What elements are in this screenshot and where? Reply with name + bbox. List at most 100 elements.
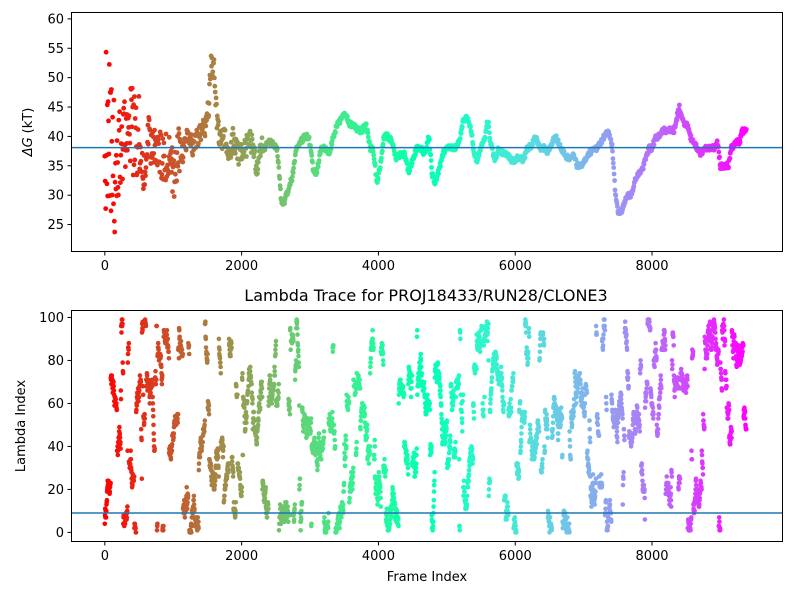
lambda-x-tick-label: 0 [101, 549, 109, 564]
lambda-point [642, 495, 647, 501]
delta-g-point [159, 161, 165, 166]
lambda-point [203, 345, 209, 350]
lambda-point [118, 439, 123, 445]
lambda-point [318, 452, 323, 458]
delta-g-point [671, 130, 677, 135]
lambda-point [140, 328, 145, 333]
lambda-point [353, 450, 359, 456]
lambda-point [251, 418, 257, 423]
lambda-point [718, 360, 723, 365]
lambda-point [265, 502, 271, 507]
lambda-point [680, 373, 685, 378]
lambda-point [248, 364, 253, 370]
delta-g-point [198, 137, 204, 143]
lambda-point [161, 523, 166, 529]
delta-g-point [134, 170, 140, 176]
lambda-point [471, 409, 477, 415]
lambda-point [191, 497, 196, 503]
lambda-point [535, 418, 541, 423]
lambda-point [287, 411, 293, 417]
lambda-point [153, 368, 158, 374]
lambda-point [263, 485, 269, 490]
lambda-point [471, 403, 476, 408]
lambda-point [165, 336, 171, 342]
delta-g-point [241, 149, 247, 155]
lambda-point [592, 502, 597, 507]
lambda-point [343, 437, 349, 443]
delta-g-point [122, 99, 127, 105]
delta-g-point [111, 218, 117, 224]
delta-g-point [291, 165, 296, 171]
lambda-point [600, 347, 606, 353]
lambda-point [257, 405, 263, 411]
lambda-point [512, 515, 518, 520]
lambda-point [504, 517, 509, 522]
delta-g-x-tick-label: 2000 [225, 259, 258, 274]
delta-g-point [609, 141, 615, 147]
delta-g-point [255, 159, 261, 165]
lambda-point [136, 394, 142, 400]
lambda-point [276, 381, 282, 387]
lambda-point [638, 358, 643, 363]
delta-g-point [123, 164, 128, 170]
lambda-point [545, 508, 551, 514]
lambda-x-ticks: 0 2000 4000 6000 8000 [101, 541, 669, 564]
lambda-point [709, 345, 715, 350]
delta-g-point [316, 158, 322, 164]
lambda-point [717, 528, 723, 533]
lambda-point [669, 474, 675, 479]
delta-g-point [555, 137, 561, 143]
lambda-point [744, 426, 749, 432]
delta-g-x-ticks: 0 2000 4000 6000 8000 [101, 251, 669, 274]
delta-g-point [290, 170, 296, 176]
lambda-point [494, 356, 499, 361]
lambda-point [131, 478, 137, 484]
lambda-point [729, 435, 734, 441]
lambda-point [320, 442, 326, 447]
lambda-point [716, 349, 721, 355]
delta-g-point [470, 142, 476, 147]
delta-g-point [457, 136, 463, 141]
delta-g-point [109, 192, 115, 198]
lambda-point [291, 517, 297, 522]
delta-g-point [428, 158, 434, 164]
lambda-point [224, 474, 230, 479]
delta-g-point [113, 152, 119, 158]
lambda-point [446, 457, 452, 462]
lambda-point [396, 401, 402, 406]
lambda-point [669, 358, 675, 363]
lambda-point [259, 379, 265, 385]
lambda-point [541, 343, 547, 348]
lambda-point [364, 435, 370, 441]
lambda-point [619, 401, 624, 406]
delta-g-point [275, 154, 280, 159]
lambda-point [444, 426, 449, 432]
lambda-point [509, 409, 514, 415]
lambda-point [118, 396, 124, 402]
lambda-point [635, 405, 640, 411]
lambda-point [622, 437, 627, 443]
lambda-point [603, 497, 609, 503]
lambda-point [358, 418, 364, 423]
lambda-point [284, 500, 289, 505]
lambda-point [398, 377, 403, 383]
lambda-point [233, 500, 239, 505]
lambda-point [620, 411, 625, 417]
lambda-point [139, 476, 145, 482]
lambda-point [542, 444, 547, 449]
delta-g-point [487, 135, 493, 141]
delta-g-point [166, 134, 172, 140]
delta-g-point [714, 138, 720, 144]
lambda-point [292, 377, 298, 383]
lambda-point [392, 502, 398, 507]
delta-g-point [177, 168, 182, 174]
lambda-point [712, 325, 718, 331]
lambda-point [692, 508, 697, 514]
lambda-point [637, 371, 643, 376]
lambda-point [620, 482, 626, 488]
lambda-point [275, 403, 280, 408]
delta-g-point [469, 132, 475, 138]
delta-g-point [151, 151, 157, 156]
lambda-point [154, 377, 159, 383]
lambda-point [488, 401, 493, 406]
